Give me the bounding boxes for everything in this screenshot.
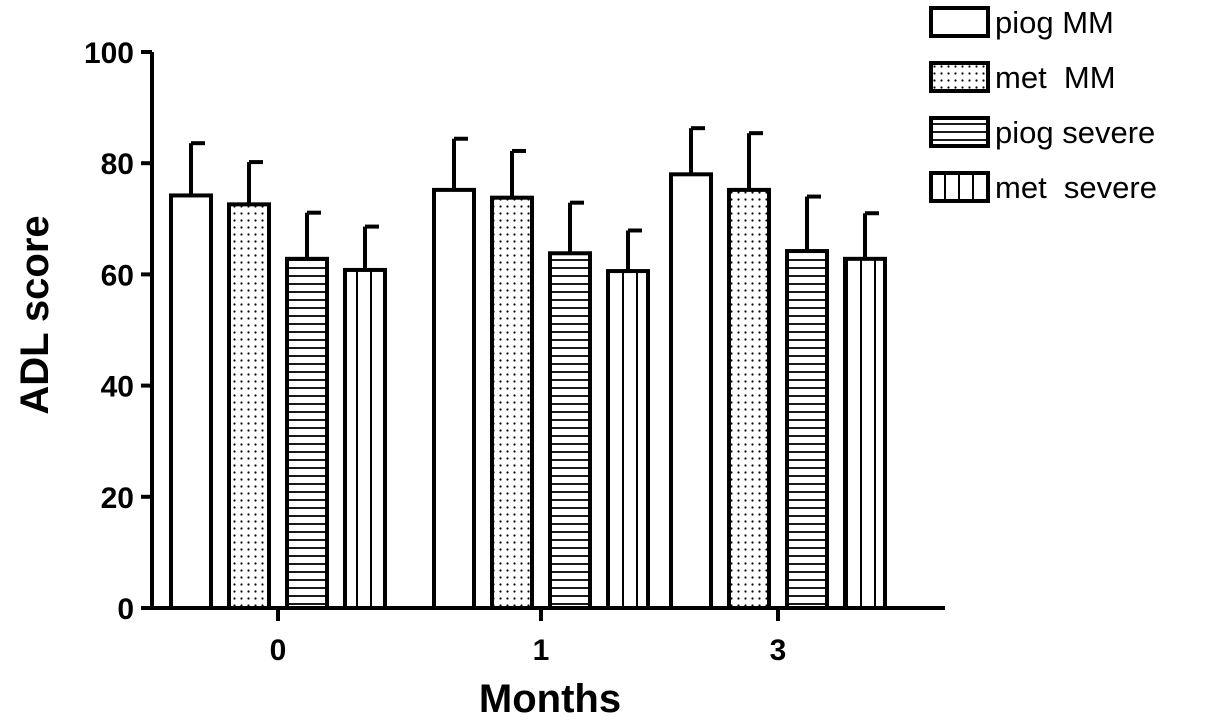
legend-swatch [929,6,990,38]
legend: piog MM met MM piog severe met severe [929,5,1157,205]
legend-label: piog severe [995,115,1155,150]
x-tick-label: 1 [533,634,550,667]
bars [169,126,887,610]
y-axis-ticks: 0 20 40 60 80 100 [84,37,152,626]
y-tick-label: 20 [101,482,134,515]
y-tick-label: 100 [84,37,134,70]
y-tick-label: 40 [101,371,134,404]
bar [785,249,829,610]
bar [432,187,476,610]
bar [669,172,713,610]
y-tick-label: 0 [117,593,134,626]
legend-swatch [929,171,990,203]
legend-label: met MM [995,60,1116,95]
bar [227,202,271,610]
legend-swatch [929,61,990,93]
legend-swatch [929,116,990,148]
bar [606,269,650,610]
x-tick-label: 3 [770,634,787,667]
x-tick-label: 0 [270,634,287,667]
bar [490,195,534,610]
y-axis-title: ADL score [13,215,57,414]
y-tick-label: 80 [101,148,134,181]
y-tick-label: 60 [101,259,134,292]
bar [343,267,387,610]
x-axis-title: Months [479,677,621,720]
bar [727,187,771,610]
bar [169,193,213,610]
bar [548,251,592,610]
legend-label: met severe [995,170,1157,205]
bar [285,256,329,610]
legend-label: piog MM [995,5,1114,40]
bar [843,256,887,610]
x-axis-ticks: 0 1 3 [270,608,787,667]
